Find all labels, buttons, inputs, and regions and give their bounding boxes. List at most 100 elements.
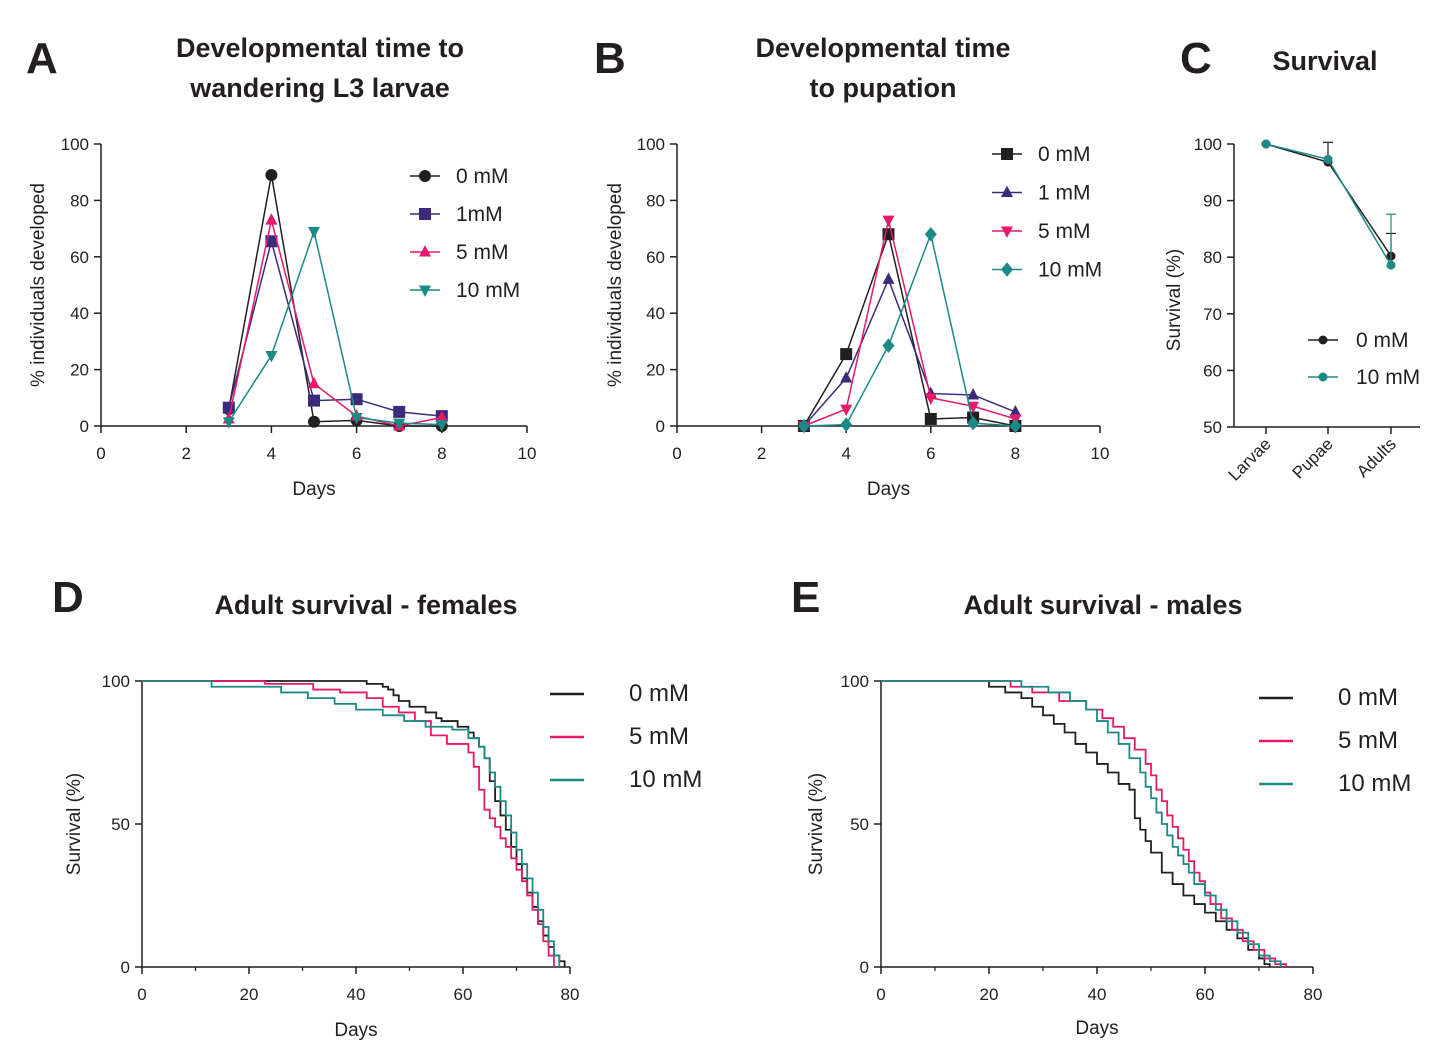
- x-tick-label: 2: [757, 444, 766, 463]
- x-tick-label: 80: [561, 985, 580, 1004]
- legend-label: 10 mM: [1356, 366, 1420, 389]
- panel-d: D Adult survival - females 0 50 100 0 20 40 60 80…: [52, 573, 702, 1041]
- data-point: [393, 418, 406, 431]
- data-point: [419, 245, 431, 257]
- series-5mm: [797, 215, 1022, 433]
- legend-item: 5 mM: [1259, 727, 1398, 754]
- panel-letter: E: [791, 573, 820, 622]
- x-tick-label: 8: [437, 444, 446, 463]
- x-tick-label: Pupae: [1289, 434, 1337, 482]
- y-tick-label: 80: [646, 191, 665, 210]
- x-tick-label: 2: [181, 444, 190, 463]
- x-tick-label: 10: [1091, 444, 1110, 463]
- legend-label: 10 mM: [629, 766, 702, 793]
- series-10mm: [222, 226, 448, 432]
- x-tick-label: 0: [672, 444, 681, 463]
- survival-curve: [142, 680, 555, 967]
- panel-e: E Adult survival - males 0 50 100 0 20 40 60 80 Da…: [791, 573, 1411, 1039]
- data-point: [1009, 405, 1022, 417]
- data-point: [840, 348, 853, 361]
- legend-label: 10 mM: [1038, 259, 1102, 282]
- survival-curve: [881, 680, 1287, 967]
- data-point: [393, 405, 406, 418]
- legend-label: 5 mM: [1038, 220, 1091, 243]
- data-point: [1386, 260, 1396, 270]
- legend-item: 1mM: [410, 203, 503, 226]
- y-tick-label: 40: [70, 304, 89, 323]
- legend-item: 10 mM: [1308, 366, 1420, 389]
- x-tick-label: 8: [1011, 444, 1020, 463]
- data-point: [1001, 185, 1013, 197]
- legend-item: 10 mM: [1259, 770, 1411, 797]
- data-point: [419, 170, 431, 182]
- legend-item: 0 mM: [550, 680, 689, 707]
- series-line: [228, 174, 442, 427]
- legend-item: 5 mM: [410, 241, 509, 264]
- data-point: [350, 413, 363, 425]
- x-tick-label: 60: [454, 985, 473, 1004]
- y-tick-label: 100: [841, 672, 869, 691]
- data-point: [435, 420, 448, 432]
- y-tick-label: 20: [70, 361, 89, 380]
- x-tick-label: 0: [137, 985, 146, 1004]
- x-tick-label: Larvae: [1225, 434, 1275, 484]
- data-point: [924, 227, 937, 242]
- series-line: [803, 277, 1016, 427]
- series-10mm: [797, 227, 1022, 434]
- series-10mm: [142, 680, 561, 967]
- x-axis-label: Days: [292, 479, 335, 500]
- data-point: [265, 351, 278, 363]
- data-point: [222, 417, 235, 429]
- data-point: [308, 394, 320, 407]
- x-tick-label: 6: [352, 444, 361, 463]
- x-tick-label: 0: [876, 985, 885, 1004]
- panel-a: A Developmental time to wandering L3 larva…: [26, 33, 536, 500]
- x-axis-label: Days: [867, 479, 910, 500]
- y-tick-label: 60: [70, 248, 89, 267]
- x-tick-label: 6: [926, 444, 935, 463]
- series-5mm: [881, 680, 1287, 967]
- data-point: [1261, 139, 1271, 149]
- y-tick-label: 50: [111, 815, 130, 834]
- legend-label: 0 mM: [1338, 684, 1398, 711]
- series-5mm: [142, 680, 555, 967]
- survival-curve: [881, 680, 1271, 967]
- y-tick-label: 20: [646, 361, 665, 380]
- data-point: [882, 338, 895, 353]
- legend-label: 1mM: [456, 203, 503, 226]
- legend-item: 10 mM: [410, 279, 520, 302]
- data-point: [419, 208, 431, 220]
- data-point: [419, 285, 431, 297]
- series-1mm: [797, 272, 1022, 431]
- chart-title: to pupation: [810, 73, 957, 103]
- y-tick-label: 60: [646, 248, 665, 267]
- y-axis-label: Survival (%): [1164, 249, 1185, 351]
- data-point: [1001, 262, 1013, 277]
- data-point: [1323, 154, 1333, 164]
- series-line: [228, 228, 442, 426]
- y-axis-label: Survival (%): [806, 773, 827, 875]
- chart-title: wandering L3 larvae: [189, 73, 450, 103]
- y-tick-label: 50: [850, 815, 869, 834]
- x-tick-label: 0: [96, 444, 105, 463]
- data-point: [967, 388, 980, 400]
- y-tick-label: 70: [1203, 305, 1222, 324]
- legend-item: 5 mM: [992, 220, 1091, 243]
- data-point: [1001, 148, 1013, 160]
- legend-label: 0 mM: [1356, 329, 1409, 352]
- x-tick-label: 40: [347, 985, 366, 1004]
- chart-title: Developmental time to: [176, 33, 464, 63]
- legend-item: 0 mM: [1259, 684, 1398, 711]
- series-10mm: [881, 680, 1282, 967]
- y-tick-label: 40: [646, 304, 665, 323]
- legend-item: 10 mM: [550, 766, 702, 793]
- data-point: [924, 393, 937, 405]
- data-point: [222, 401, 235, 414]
- x-tick-label: 80: [1304, 985, 1323, 1004]
- legend-label: 10 mM: [456, 279, 520, 302]
- chart-title: Developmental time: [755, 33, 1010, 63]
- y-tick-label: 0: [860, 958, 869, 977]
- y-axis-label: Survival (%): [64, 773, 85, 875]
- y-tick-label: 100: [102, 672, 130, 691]
